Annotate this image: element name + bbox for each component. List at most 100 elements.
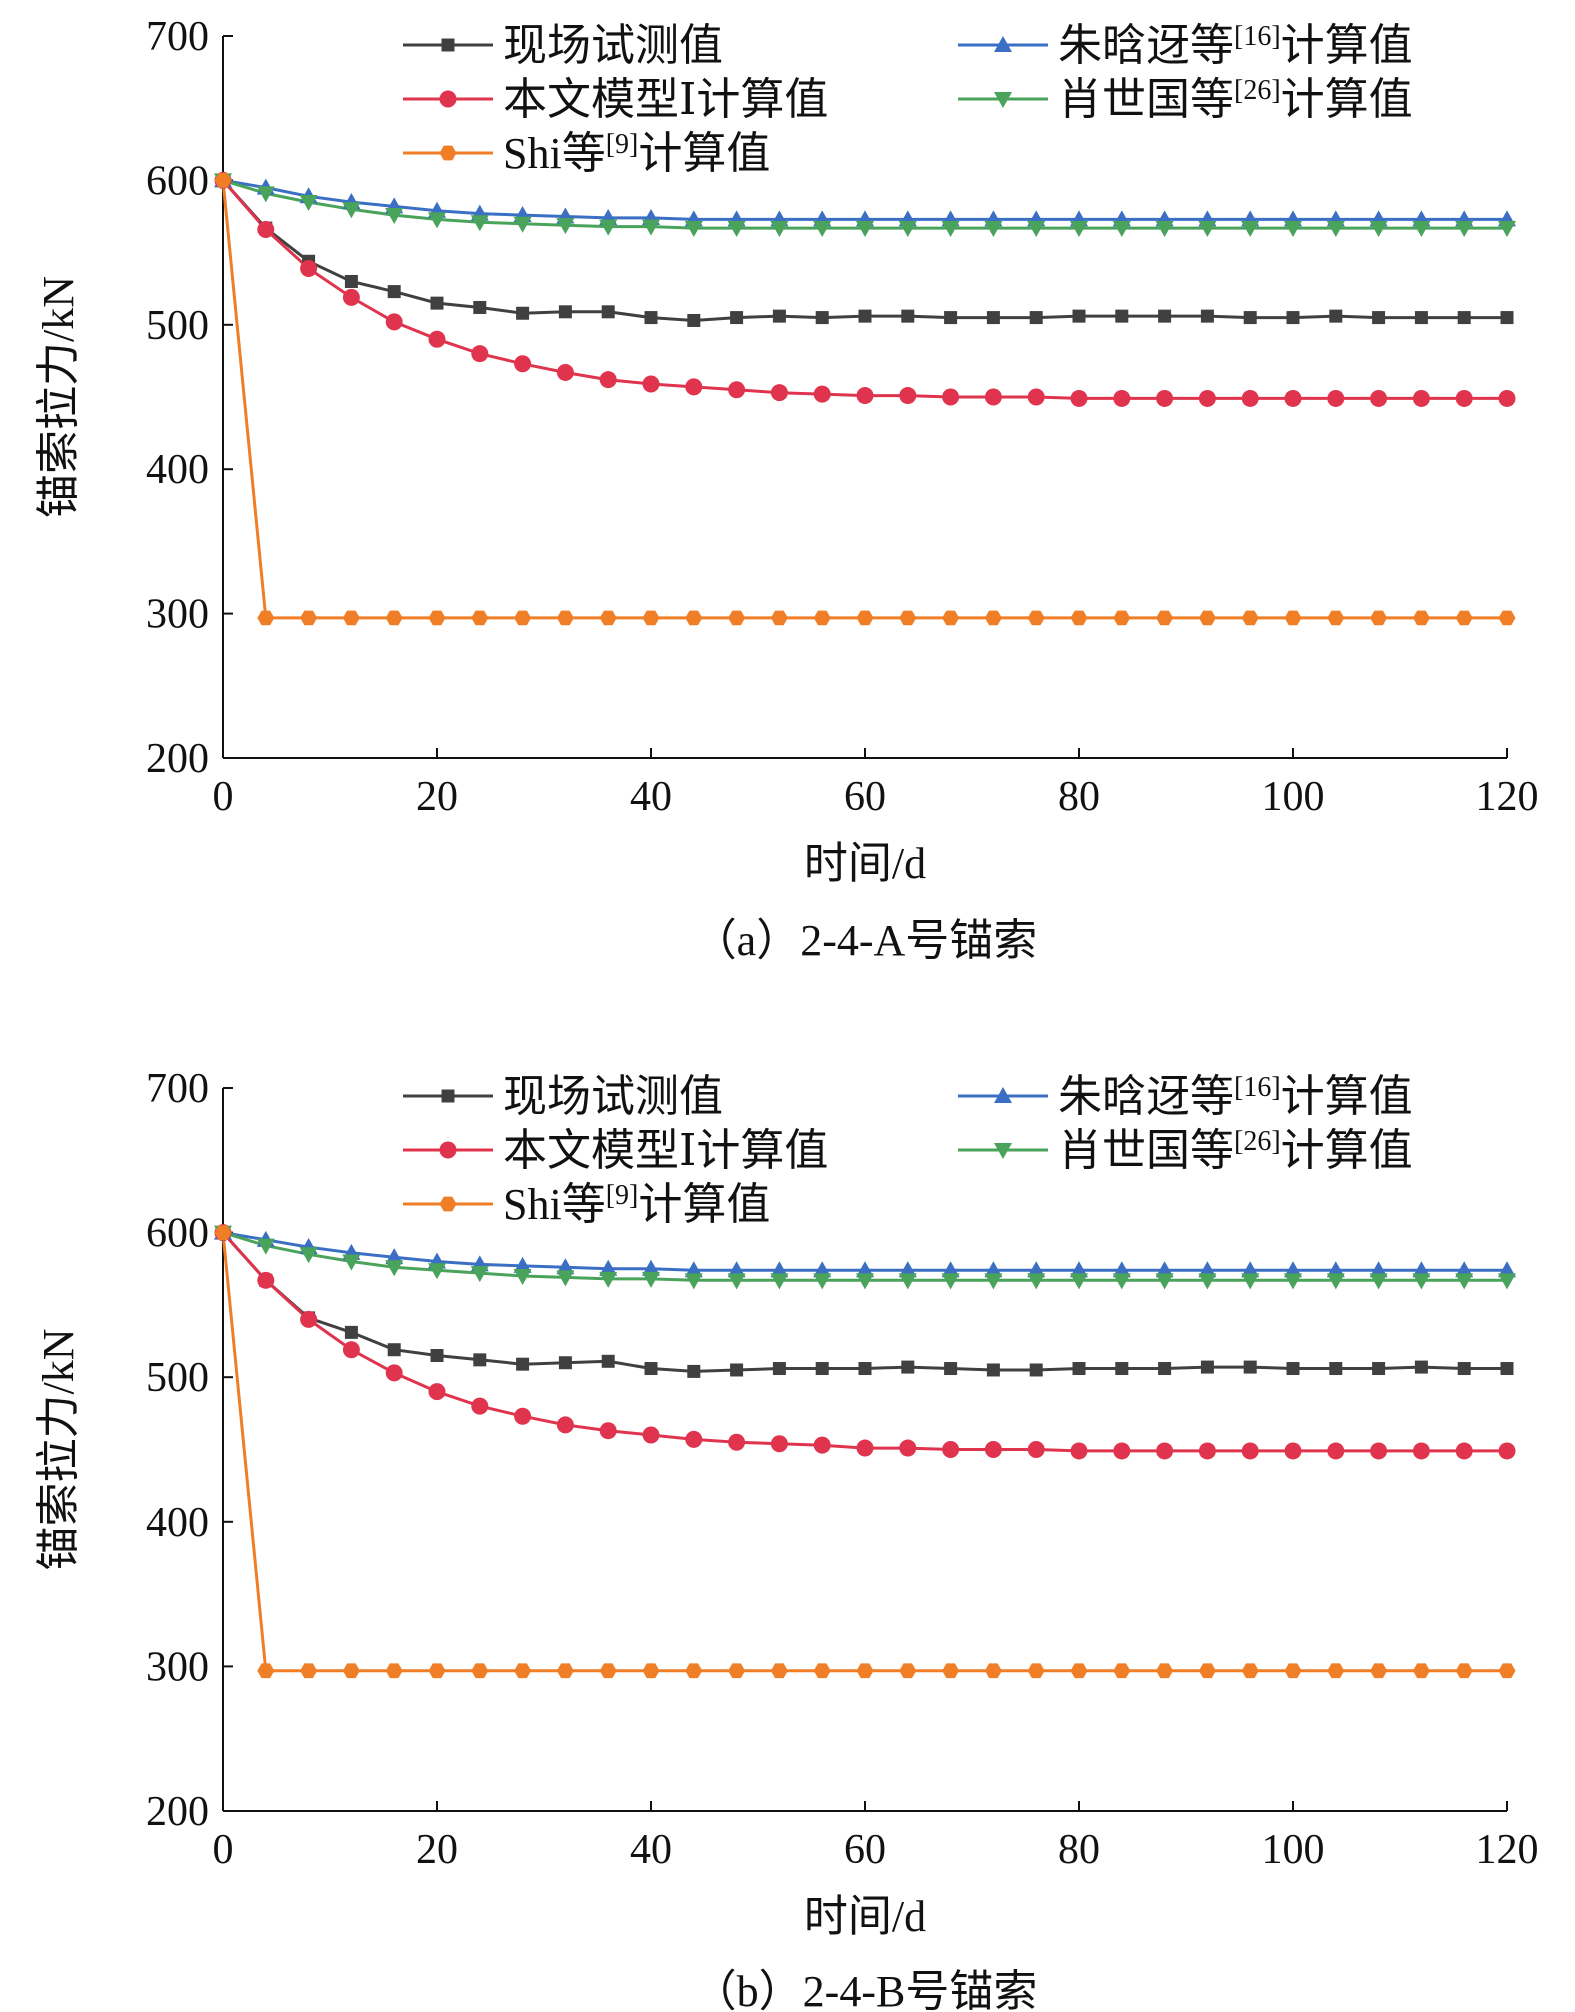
data-point — [344, 274, 358, 288]
data-point — [1498, 1663, 1516, 1679]
data-point — [856, 610, 874, 626]
data-point — [944, 1362, 958, 1376]
legend-marker — [439, 1196, 457, 1212]
series-1-markers — [216, 173, 1514, 327]
data-point — [471, 610, 489, 626]
legend-label: 现场试测值 — [503, 1072, 723, 1121]
data-point — [728, 610, 746, 626]
data-point — [256, 1238, 275, 1255]
chart-panel-2: 200 300 400 500 600 700 0 20 40 60 80 100 120 时间/d 锚索拉… — [34, 1066, 1539, 2012]
data-point — [770, 384, 788, 402]
legend-marker — [441, 1089, 455, 1103]
data-point — [1241, 1663, 1259, 1679]
data-point — [1155, 1273, 1174, 1290]
legend-item: 朱晗迓等[16]计算值 — [958, 1072, 1413, 1121]
x-tick-label: 80 — [1058, 1827, 1100, 1873]
y-axis-label: 锚索拉力/kN — [34, 1329, 83, 1571]
data-point — [300, 610, 318, 626]
data-point — [1412, 1442, 1430, 1460]
data-point — [1027, 221, 1046, 238]
legend-label: 朱晗迓等[16]计算值 — [1058, 21, 1413, 71]
data-point — [1284, 221, 1302, 238]
data-point — [257, 220, 275, 238]
data-point — [1372, 311, 1386, 325]
data-point — [1027, 610, 1045, 626]
data-point — [470, 215, 489, 232]
data-point — [1455, 1442, 1473, 1460]
series-4-markers — [214, 173, 1516, 238]
data-point — [214, 1225, 232, 1240]
data-point — [471, 1663, 489, 1679]
data-point — [941, 221, 960, 238]
data-point — [1198, 1663, 1216, 1679]
y-axis-label: 锚索拉力/kN — [34, 276, 83, 518]
y-tick-label: 300 — [146, 592, 209, 638]
data-point — [942, 1441, 960, 1458]
data-point — [1029, 311, 1043, 325]
x-tick-label: 60 — [844, 774, 886, 820]
data-point — [342, 1254, 361, 1271]
data-point — [898, 221, 917, 238]
data-point — [342, 1663, 360, 1679]
data-point — [1329, 309, 1343, 323]
legend-label: Shi等[9]计算值 — [503, 129, 770, 179]
data-point — [342, 288, 360, 306]
legend-label: 肖世国等[26]计算值 — [1058, 1126, 1413, 1176]
data-point — [687, 313, 701, 327]
data-point — [727, 221, 746, 238]
data-point — [1414, 311, 1428, 325]
data-point — [986, 1363, 1000, 1377]
data-point — [1500, 311, 1514, 325]
data-point — [1198, 1442, 1216, 1460]
data-point — [684, 1273, 703, 1290]
x-tick-label: 0 — [213, 774, 234, 820]
data-point — [899, 1663, 917, 1679]
data-point — [471, 1397, 489, 1415]
data-point — [428, 1383, 446, 1401]
x-tick-label: 100 — [1262, 1827, 1325, 1873]
data-point — [642, 1259, 660, 1276]
data-point — [815, 1362, 829, 1376]
x-axis-label: 时间/d — [804, 1892, 926, 1941]
data-point — [899, 610, 917, 626]
x-tick-label: 120 — [1476, 1827, 1539, 1873]
data-point — [428, 610, 446, 626]
data-point — [556, 610, 574, 626]
data-point — [513, 1268, 532, 1285]
data-point — [1113, 1442, 1131, 1460]
data-point — [1498, 1442, 1516, 1460]
data-point — [556, 1270, 575, 1287]
data-point — [685, 610, 703, 626]
data-point — [1412, 221, 1431, 238]
y-tick-label: 200 — [146, 736, 209, 782]
data-point — [599, 1271, 618, 1288]
data-point — [727, 1261, 746, 1278]
data-point — [984, 610, 1002, 626]
data-point — [1113, 1663, 1131, 1679]
data-point — [1455, 1663, 1473, 1679]
data-point — [1027, 1261, 1046, 1278]
data-point — [300, 259, 318, 277]
data-point — [514, 355, 532, 373]
data-point — [1369, 1261, 1388, 1278]
x-tick-label: 80 — [1058, 774, 1100, 820]
data-point — [1327, 1663, 1345, 1679]
data-point — [984, 1261, 1003, 1278]
data-point — [1113, 610, 1131, 626]
legend-label: 现场试测值 — [503, 21, 723, 70]
data-point — [730, 311, 744, 325]
data-point — [385, 1364, 403, 1382]
legend-item: 肖世国等[26]计算值 — [958, 75, 1413, 124]
data-point — [1241, 1442, 1259, 1460]
data-point — [941, 1273, 960, 1290]
data-point — [1070, 610, 1088, 626]
data-point — [516, 1357, 530, 1371]
data-point — [385, 313, 403, 331]
legend-marker — [439, 1141, 457, 1159]
data-point — [1284, 610, 1302, 626]
data-point — [300, 1310, 318, 1328]
data-point — [770, 1663, 788, 1679]
data-point — [685, 1430, 703, 1448]
data-point — [601, 305, 615, 319]
